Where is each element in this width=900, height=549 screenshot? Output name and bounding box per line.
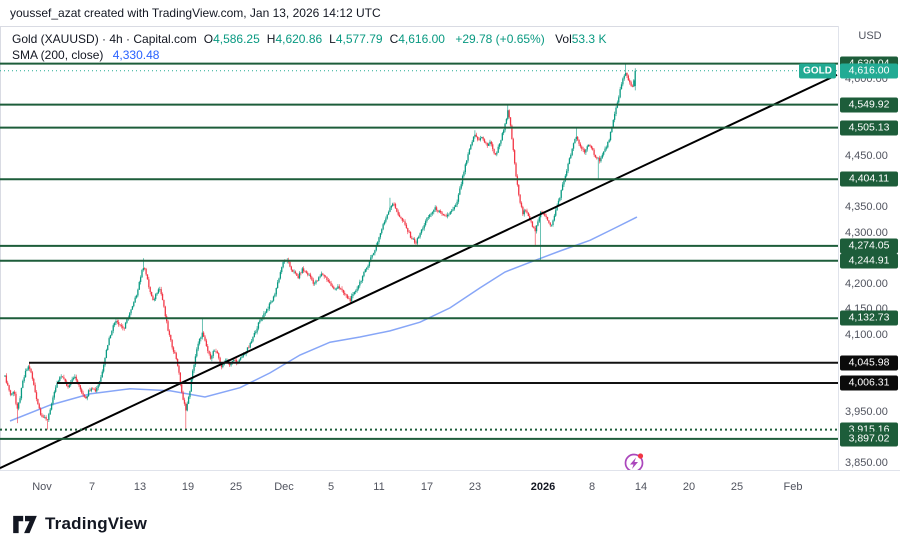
chart-legend: Gold (XAUUSD) · 4h · Capital.com O4,586.2… [12, 31, 606, 63]
ohlc-key: L [329, 32, 336, 46]
ohlc-value: 4,577.79 [335, 32, 383, 46]
tradingview-logo[interactable]: TradingView [12, 514, 147, 534]
economic-event-icon[interactable] [624, 453, 644, 470]
time-tick-label: Nov [32, 481, 52, 493]
price-tick-label: 4,200.00 [845, 277, 888, 290]
up-candle-wicks [4, 63, 636, 422]
sma-value: 4,330.48 [112, 48, 160, 62]
price-level-badge: 4,549.92 [840, 97, 898, 113]
time-tick-label: 23 [468, 481, 482, 493]
change-value: +29.78 (+0.65%) [455, 32, 545, 46]
volume-value: 53.3 K [571, 32, 607, 46]
price-level-badge: 4,274.05 [840, 238, 898, 254]
sma-indicator-label[interactable]: SMA (200, close) [12, 48, 104, 62]
tradingview-logo-icon [13, 515, 37, 534]
volume-label: Vol [555, 32, 572, 46]
candlestick-chart[interactable] [0, 26, 838, 470]
ohlc-value: 4,620.86 [275, 32, 323, 46]
ohlc-value: 4,586.25 [213, 32, 260, 46]
price-tick-label: 4,300.00 [845, 226, 888, 239]
time-tick-label: Feb [783, 481, 803, 493]
price-tick-label: 3,850.00 [845, 457, 888, 469]
ohlc-key: H [266, 32, 276, 46]
symbol-title[interactable]: Gold (XAUUSD) · 4h · Capital.com [12, 32, 197, 46]
time-tick-label: Dec [274, 481, 294, 493]
ohlc-key: C [389, 32, 399, 46]
time-tick-label: 20 [682, 481, 696, 493]
price-tick-label: 4,450.00 [845, 149, 888, 162]
time-tick-label: 7 [88, 481, 96, 493]
symbol-price-flag: GOLD [799, 63, 836, 79]
time-tick-label: 13 [133, 481, 147, 493]
time-tick-label: 5 [327, 481, 335, 493]
footer: TradingView [0, 505, 900, 549]
price-level-badge: 4,505.13 [840, 120, 898, 136]
attribution-text: youssef_azat created with TradingView.co… [0, 0, 900, 26]
currency-label[interactable]: USD [858, 30, 882, 42]
time-tick-label: 14 [634, 481, 648, 493]
price-level-badge: 4,132.73 [840, 310, 898, 326]
time-tick-label: 8 [588, 481, 596, 493]
price-level-badge: 4,404.11 [840, 171, 898, 187]
time-tick-label: 25 [229, 481, 243, 493]
price-tick-label: 4,100.00 [845, 329, 888, 341]
down-candle-wicks [6, 72, 633, 430]
price-level-badge: 4,244.91 [840, 253, 898, 269]
time-tick-label: 2026 [530, 481, 556, 493]
price-level-badge: 3,897.02 [840, 431, 898, 447]
price-level-badge: 4,006.31 [840, 375, 898, 391]
up-candle-bodies [4, 70, 636, 420]
price-tick-label: 3,950.00 [845, 405, 888, 418]
price-level-badge: 4,616.00 [840, 63, 898, 79]
time-tick-label: 19 [181, 481, 195, 493]
time-axis[interactable]: Nov 7 13 19 25 Dec 5 11 17 23 2026 8 14 20 25 Feb [0, 470, 900, 506]
price-tick-label: 4,350.00 [845, 201, 888, 213]
time-tick-label: 11 [373, 481, 385, 493]
time-tick-label: 25 [730, 481, 744, 493]
down-candle-bodies [5, 73, 634, 420]
time-tick-label: 17 [420, 481, 434, 493]
ohlc-value: 4,616.00 [398, 32, 445, 46]
tradingview-brand-text: TradingView [45, 514, 148, 533]
ohlc-key: O [203, 32, 214, 46]
ascending-trendline[interactable] [0, 73, 838, 470]
ohlc-values: O4,586.25 H4,620.86 L4,577.79 C4,616.00 [197, 32, 445, 46]
price-level-badge: 4,045.98 [840, 355, 898, 371]
price-axis[interactable]: USD 4,600.00 4,450.00 4,350.00 4,300.00 4,20… [838, 26, 900, 505]
sma-200-line[interactable] [9, 216, 638, 422]
